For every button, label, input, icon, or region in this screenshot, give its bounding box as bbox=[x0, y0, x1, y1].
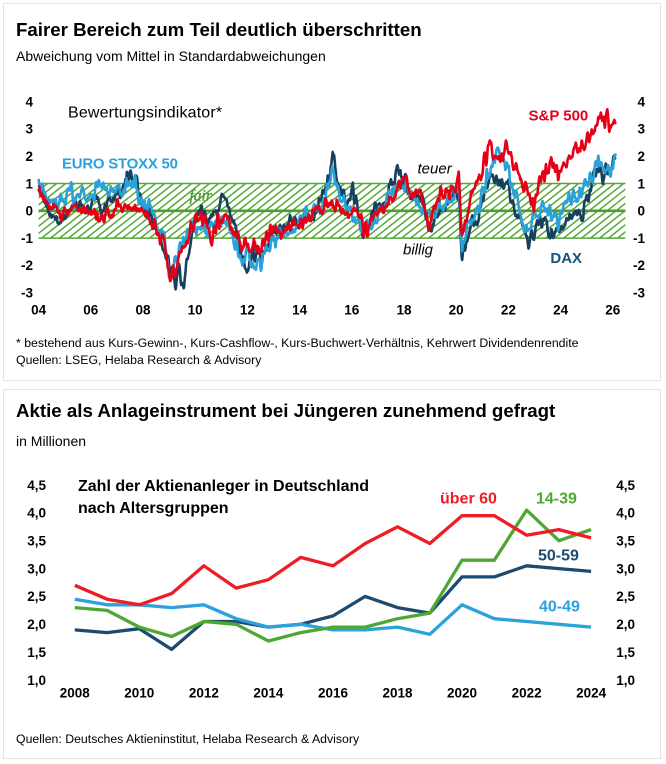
svg-text:18: 18 bbox=[396, 303, 412, 318]
svg-text:EURO STOXX 50: EURO STOXX 50 bbox=[62, 155, 178, 172]
svg-text:2,5: 2,5 bbox=[27, 589, 46, 604]
svg-text:06: 06 bbox=[83, 303, 99, 318]
svg-text:2,5: 2,5 bbox=[616, 589, 635, 604]
svg-text:2: 2 bbox=[637, 149, 645, 164]
svg-text:4,5: 4,5 bbox=[27, 478, 46, 493]
svg-text:12: 12 bbox=[240, 303, 255, 318]
svg-text:0: 0 bbox=[25, 204, 33, 219]
svg-text:1,5: 1,5 bbox=[616, 645, 635, 660]
svg-text:-2: -2 bbox=[21, 258, 33, 273]
svg-text:2012: 2012 bbox=[189, 686, 219, 701]
svg-text:2020: 2020 bbox=[447, 686, 477, 701]
svg-text:-1: -1 bbox=[633, 231, 645, 246]
svg-text:0: 0 bbox=[637, 204, 645, 219]
svg-text:4,5: 4,5 bbox=[616, 478, 635, 493]
svg-text:40-49: 40-49 bbox=[539, 599, 580, 616]
svg-text:2014: 2014 bbox=[253, 686, 284, 701]
svg-text:24: 24 bbox=[553, 303, 569, 318]
svg-text:3,0: 3,0 bbox=[616, 561, 635, 576]
svg-text:teuer: teuer bbox=[418, 161, 453, 178]
svg-text:04: 04 bbox=[31, 303, 47, 318]
svg-text:1,5: 1,5 bbox=[27, 645, 46, 660]
svg-text:3: 3 bbox=[637, 122, 645, 137]
svg-text:1,0: 1,0 bbox=[27, 673, 46, 688]
svg-text:2,0: 2,0 bbox=[27, 617, 46, 632]
svg-text:DAX: DAX bbox=[550, 250, 582, 267]
svg-text:1,0: 1,0 bbox=[616, 673, 635, 688]
svg-text:2: 2 bbox=[25, 149, 33, 164]
svg-text:1: 1 bbox=[637, 176, 645, 191]
svg-text:2,0: 2,0 bbox=[616, 617, 635, 632]
svg-text:22: 22 bbox=[501, 303, 516, 318]
svg-text:2024: 2024 bbox=[576, 686, 607, 701]
svg-text:4: 4 bbox=[637, 94, 645, 109]
svg-text:08: 08 bbox=[135, 303, 151, 318]
svg-text:2016: 2016 bbox=[318, 686, 349, 701]
svg-text:1: 1 bbox=[25, 176, 33, 191]
svg-text:billig: billig bbox=[403, 242, 434, 259]
svg-text:50-59: 50-59 bbox=[538, 548, 579, 565]
svg-text:über 60: über 60 bbox=[440, 491, 497, 508]
svg-text:4,0: 4,0 bbox=[27, 506, 46, 521]
svg-text:2022: 2022 bbox=[512, 686, 542, 701]
svg-text:4,0: 4,0 bbox=[616, 506, 635, 521]
svg-text:2008: 2008 bbox=[60, 686, 91, 701]
svg-text:Bewertungsindikator*: Bewertungsindikator* bbox=[68, 105, 222, 122]
svg-text:4: 4 bbox=[25, 94, 33, 109]
svg-text:2010: 2010 bbox=[124, 686, 154, 701]
svg-text:3,5: 3,5 bbox=[616, 534, 635, 549]
svg-text:S&P 500: S&P 500 bbox=[529, 107, 589, 124]
svg-text:3,0: 3,0 bbox=[27, 561, 46, 576]
svg-text:-3: -3 bbox=[21, 286, 33, 301]
svg-text:26: 26 bbox=[605, 303, 621, 318]
svg-text:3: 3 bbox=[25, 122, 33, 137]
svg-text:20: 20 bbox=[449, 303, 464, 318]
svg-text:-1: -1 bbox=[21, 231, 33, 246]
svg-text:-2: -2 bbox=[633, 258, 645, 273]
svg-text:16: 16 bbox=[344, 303, 360, 318]
svg-text:10: 10 bbox=[188, 303, 203, 318]
svg-text:-3: -3 bbox=[633, 286, 645, 301]
svg-text:2018: 2018 bbox=[382, 686, 413, 701]
svg-text:3,5: 3,5 bbox=[27, 534, 46, 549]
svg-text:fair: fair bbox=[190, 188, 213, 205]
svg-text:14-39: 14-39 bbox=[536, 491, 577, 508]
svg-text:14: 14 bbox=[292, 303, 308, 318]
